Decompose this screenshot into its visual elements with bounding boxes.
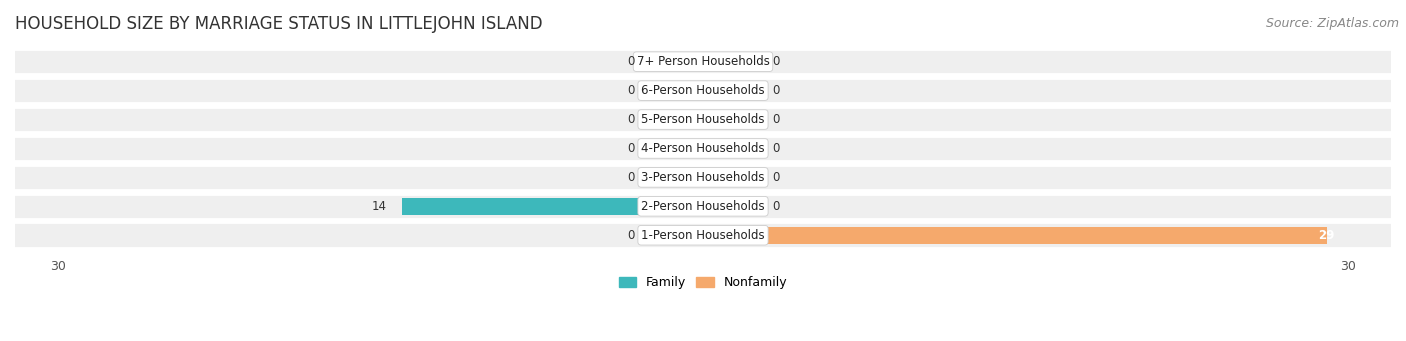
Text: 0: 0: [772, 84, 779, 97]
Bar: [15, 194, 1391, 219]
Text: 1-Person Households: 1-Person Households: [641, 229, 765, 242]
Bar: [650, 169, 703, 186]
Bar: [650, 111, 703, 128]
Bar: [650, 53, 703, 70]
Bar: [650, 227, 703, 243]
Bar: [703, 227, 1326, 243]
Text: 0: 0: [627, 113, 634, 126]
Text: 0: 0: [627, 142, 634, 155]
Text: 2-Person Households: 2-Person Households: [641, 200, 765, 213]
Text: 6-Person Households: 6-Person Households: [641, 84, 765, 97]
Text: 29: 29: [1317, 229, 1334, 242]
Bar: [703, 82, 756, 99]
Text: 3-Person Households: 3-Person Households: [641, 171, 765, 184]
Bar: [703, 169, 756, 186]
Text: Source: ZipAtlas.com: Source: ZipAtlas.com: [1265, 17, 1399, 30]
Text: 0: 0: [772, 55, 779, 68]
Bar: [703, 111, 756, 128]
Text: 7+ Person Households: 7+ Person Households: [637, 55, 769, 68]
Bar: [15, 107, 1391, 132]
Text: HOUSEHOLD SIZE BY MARRIAGE STATUS IN LITTLEJOHN ISLAND: HOUSEHOLD SIZE BY MARRIAGE STATUS IN LIT…: [15, 15, 543, 33]
Bar: [650, 82, 703, 99]
Bar: [650, 140, 703, 157]
Bar: [703, 140, 756, 157]
Text: 0: 0: [627, 84, 634, 97]
Bar: [15, 136, 1391, 161]
Text: 0: 0: [772, 200, 779, 213]
Text: 0: 0: [627, 171, 634, 184]
Text: 14: 14: [373, 200, 387, 213]
Text: 4-Person Households: 4-Person Households: [641, 142, 765, 155]
Text: 0: 0: [772, 171, 779, 184]
Text: 0: 0: [627, 55, 634, 68]
Text: 5-Person Households: 5-Person Households: [641, 113, 765, 126]
Text: 0: 0: [772, 113, 779, 126]
Bar: [703, 198, 756, 215]
Text: 0: 0: [772, 142, 779, 155]
Bar: [15, 165, 1391, 190]
Bar: [703, 53, 756, 70]
Legend: Family, Nonfamily: Family, Nonfamily: [613, 271, 793, 294]
Text: 0: 0: [627, 229, 634, 242]
Bar: [15, 78, 1391, 103]
Bar: [15, 49, 1391, 74]
Bar: [402, 198, 703, 215]
Bar: [15, 222, 1391, 248]
